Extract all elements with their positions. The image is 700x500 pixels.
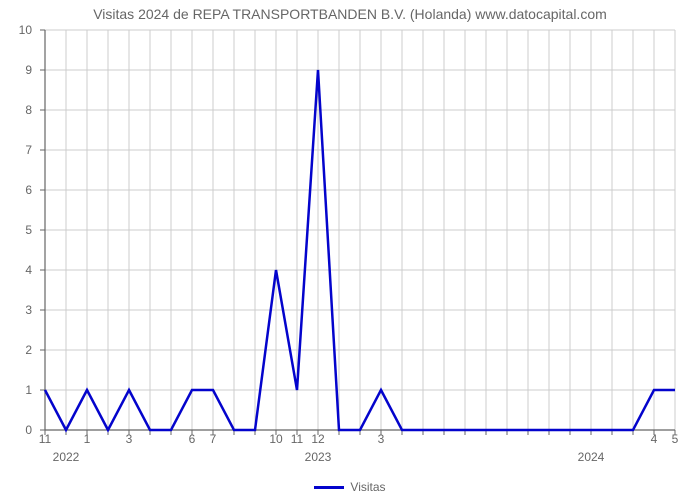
x-axis-labels: 111367101112345 xyxy=(45,432,675,452)
x-year-labels: 2022 2023 2024 xyxy=(45,450,675,470)
legend-line xyxy=(314,486,344,489)
x-tick-label: 3 xyxy=(126,432,133,446)
y-tick-label: 7 xyxy=(25,143,32,157)
y-tick-label: 9 xyxy=(25,63,32,77)
plot-area xyxy=(45,30,675,430)
y-tick-label: 10 xyxy=(19,23,32,37)
chart-title: Visitas 2024 de REPA TRANSPORTBANDEN B.V… xyxy=(0,6,700,22)
x-tick-label: 10 xyxy=(269,432,282,446)
x-year-label: 2024 xyxy=(578,450,605,464)
x-tick-label: 11 xyxy=(39,432,51,446)
x-tick-label: 5 xyxy=(672,432,679,446)
y-tick-label: 4 xyxy=(25,263,32,277)
y-axis-labels: 012345678910 xyxy=(0,30,40,430)
y-tick-label: 3 xyxy=(25,303,32,317)
y-tick-label: 0 xyxy=(25,423,32,437)
x-tick-label: 6 xyxy=(189,432,196,446)
x-tick-label: 3 xyxy=(378,432,385,446)
y-tick-label: 6 xyxy=(25,183,32,197)
y-tick-label: 2 xyxy=(25,343,32,357)
x-tick-label: 11 xyxy=(291,432,303,446)
y-tick-label: 1 xyxy=(25,383,32,397)
legend: Visitas xyxy=(0,480,700,494)
x-tick-label: 4 xyxy=(651,432,658,446)
chart-container: Visitas 2024 de REPA TRANSPORTBANDEN B.V… xyxy=(0,0,700,500)
x-year-label: 2023 xyxy=(305,450,332,464)
y-tick-label: 5 xyxy=(25,223,32,237)
x-tick-label: 1 xyxy=(84,432,91,446)
x-year-label: 2022 xyxy=(53,450,80,464)
chart-svg xyxy=(45,30,675,430)
legend-label: Visitas xyxy=(350,480,385,494)
y-tick-label: 8 xyxy=(25,103,32,117)
x-tick-label: 7 xyxy=(210,432,217,446)
x-tick-label: 12 xyxy=(311,432,324,446)
